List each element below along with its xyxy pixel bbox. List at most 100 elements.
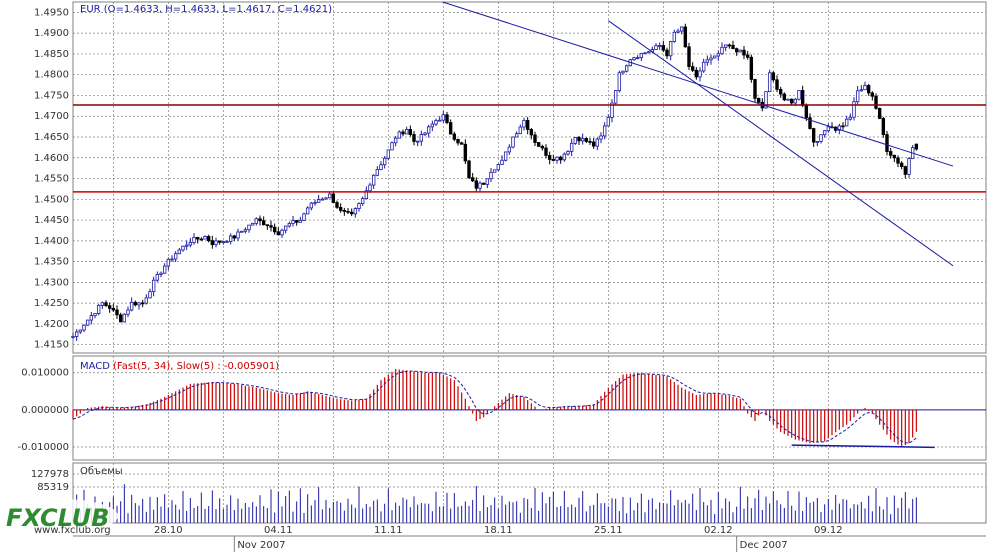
candle-body [624,65,629,72]
candle-body [701,61,706,72]
candle-body [874,95,878,109]
candle-body [756,97,761,103]
candle-body [558,156,563,161]
logo-brand: FXCLUB [6,504,109,532]
x-tick-label: 18.11 [484,525,513,536]
candle-body [173,253,178,260]
candle-body [694,69,699,78]
candle-body [272,226,277,233]
price-tick-label: 1.4800 [34,70,69,81]
candle-body [364,190,369,200]
candle-body [210,240,215,246]
candle-body [896,157,900,164]
candle-body [767,72,772,92]
candle-body [206,236,211,242]
candle-body [591,141,596,147]
candle-body [258,218,262,222]
volume-panel: Объемы [72,466,917,523]
candle-body [485,178,490,185]
candle-body [467,160,471,179]
candle-body [536,142,541,147]
candle-body [192,236,196,243]
macd-label: MACD [80,361,110,372]
candle-body [797,90,801,100]
x-tick-label: 11.11 [374,525,403,536]
candle-body [668,41,673,57]
candle-body [470,177,475,182]
candle-body [555,156,559,161]
candle-body [96,305,101,314]
candle-body [892,154,897,159]
candle-body [841,125,845,128]
price-tick-label: 1.4550 [34,174,69,185]
price-tick-label: 1.4350 [34,257,69,268]
candle-body [184,244,189,247]
volume-tick-label: 127978 [31,469,69,480]
candle-body [507,146,512,153]
candle-body [313,201,317,204]
candle-body [265,224,270,227]
candle-body [111,307,116,311]
candle-body [419,134,424,142]
candle-body [104,302,108,307]
candle-body [276,231,281,236]
candle-body [302,213,306,221]
macd-tick-label: 0.000000 [21,405,69,416]
candle-body [848,116,853,120]
candle-body [734,48,739,53]
candle-body [569,142,574,152]
channel-lower-line [608,20,954,267]
candle-body [844,118,849,127]
price-tick-label: 1.4750 [34,90,69,101]
candle-body [771,72,776,81]
candle-body [870,92,875,97]
candle-body [782,93,787,101]
candle-body [448,122,453,135]
candle-body [441,114,446,121]
candle-body [430,123,435,128]
logo-url: www.fxclub.org [34,525,111,536]
candle-body [738,49,743,53]
candle-body [463,143,468,162]
candle-body [397,131,402,139]
candle-body [544,147,548,156]
candle-body [540,145,545,149]
price-tick-label: 1.4700 [34,111,69,122]
candle-body [195,236,200,240]
macd-tick-label: -0.010000 [18,442,69,453]
candle-body [148,291,152,299]
candle-body [412,134,416,142]
candle-body [118,314,123,323]
x-month-label: Dec 2007 [740,540,788,551]
candle-body [914,143,919,150]
candle-body [408,128,413,135]
candle-body [577,137,581,142]
candle-body [78,329,83,333]
candle-body [298,219,303,223]
candle-body [547,155,552,160]
candle-body [852,101,856,118]
price-tick-label: 1.4950 [34,7,69,18]
candle-body [107,305,112,309]
candle-body [188,242,193,246]
grid [72,1,987,524]
candle-body [885,134,889,152]
candle-body [426,126,431,134]
candle-body [562,153,567,161]
candle-body [877,107,882,119]
volume-panel-title: Объемы [80,466,123,477]
candle-body [727,44,732,47]
candle-body [144,297,149,304]
candle-body [815,141,820,143]
candle-body [514,133,519,138]
logo-backdrop [6,499,118,533]
candle-body [690,66,695,71]
candle-body [665,49,669,57]
candle-body [789,98,794,104]
price-tick-label: 1.4450 [34,215,69,226]
x-tick-label: 28.10 [154,525,183,536]
candle-body [338,206,343,211]
candle-body [551,159,556,161]
candle-body [903,166,908,175]
